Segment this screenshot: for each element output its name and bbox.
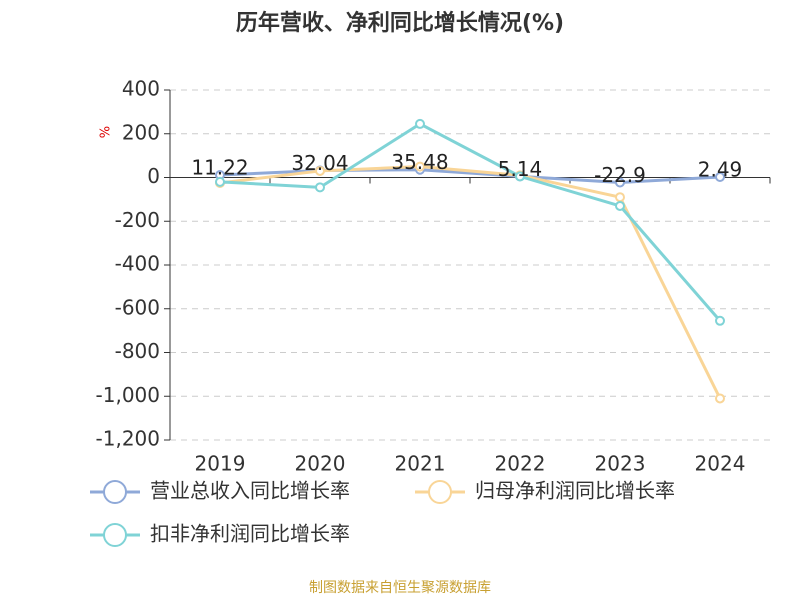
data-point — [415, 161, 425, 172]
data-point — [415, 118, 425, 129]
data-label: 32.04 — [291, 151, 348, 175]
y-tick-label: -800 — [115, 339, 160, 363]
source-note: 制图数据来自恒生聚源数据库 — [309, 580, 491, 596]
data-point — [615, 177, 625, 188]
chart-title: 历年营收、净利同比增长情况(%) — [236, 10, 564, 36]
x-tick-label: 2024 — [695, 452, 746, 476]
data-point — [315, 165, 325, 176]
data-label: 2.49 — [698, 157, 743, 181]
y-tick-label: -400 — [115, 252, 160, 276]
y-tick-label: 400 — [122, 77, 160, 101]
series-line — [219, 168, 721, 185]
data-point — [215, 176, 225, 187]
series-line — [219, 122, 722, 322]
data-point — [315, 182, 325, 193]
data-point — [715, 393, 725, 404]
data-point — [715, 315, 725, 326]
x-tick-label: 2022 — [495, 452, 546, 476]
series-line — [219, 165, 722, 400]
y-tick-label: -1,200 — [96, 427, 160, 451]
y-unit: % — [99, 126, 114, 138]
data-label: 35.48 — [391, 150, 448, 174]
x-tick-label: 2019 — [195, 452, 246, 476]
legend-label: 归母净利润同比增长率 — [475, 479, 675, 503]
x-tick-label: 2020 — [295, 452, 346, 476]
x-tick-label: 2023 — [595, 452, 646, 476]
legend-marker — [103, 523, 127, 547]
y-tick-label: 0 — [147, 164, 160, 188]
x-tick-label: 2021 — [395, 452, 446, 476]
data-label: 11.22 — [191, 156, 248, 180]
data-point — [515, 171, 525, 182]
data-label: -22.9 — [594, 163, 646, 187]
data-label: 5.14 — [498, 157, 543, 181]
y-tick-label: -600 — [115, 295, 160, 319]
legend-label: 扣非净利润同比增长率 — [150, 522, 350, 546]
legend-marker — [428, 480, 452, 504]
y-tick-label: -1,000 — [96, 383, 160, 407]
data-point — [715, 171, 725, 182]
y-tick-label: -200 — [115, 208, 160, 232]
data-point — [615, 192, 625, 203]
legend-marker — [103, 480, 127, 504]
y-tick-label: 200 — [122, 120, 160, 144]
data-point — [615, 200, 625, 211]
legend-label: 营业总收入同比增长率 — [150, 479, 350, 503]
